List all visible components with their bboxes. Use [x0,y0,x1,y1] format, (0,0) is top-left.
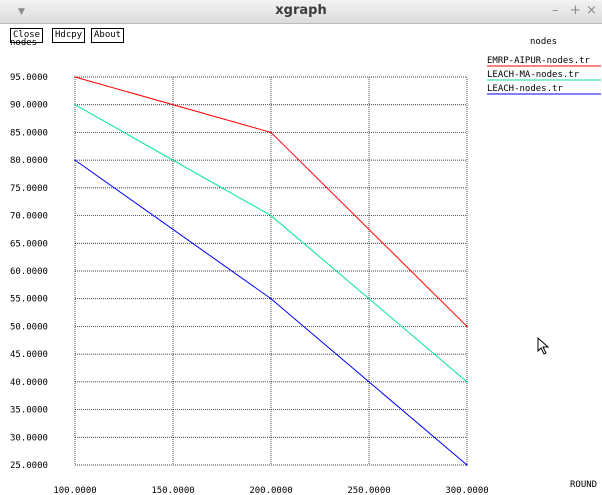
tick-labels: 95.0000 90.0000 85.0000 80.0000 75.0000 70.00… [10,73,489,495]
x-tick-label: 200.0000 [249,486,292,495]
y-tick-label: 45.0000 [10,350,48,360]
y-tick-label: 25.0000 [10,461,48,471]
y-axis-label: nodes [10,38,37,48]
y-tick-label: 60.0000 [10,267,48,277]
data-point [466,325,468,328]
window-titlebar: ▼ xgraph – + × [0,0,602,24]
grid-lines [74,76,468,466]
y-tick-label: 70.0000 [10,212,48,222]
y-tick-label: 85.0000 [10,128,48,138]
legend-label: LEACH-nodes.tr [487,84,563,94]
y-tick-label: 40.0000 [10,378,48,388]
data-point [466,464,468,466]
x-axis-label: ROUND [570,480,597,490]
data-point [270,297,272,300]
y-tick-label: 65.0000 [10,239,48,249]
data-point [74,159,76,161]
x-tick-label: 150.0000 [151,486,194,495]
down-triangle-icon[interactable]: ▼ [18,7,25,17]
legend-label: LEACH-MA-nodes.tr [487,70,580,80]
x-tick-label: 250.0000 [347,486,390,495]
series-lines [74,76,468,466]
maximize-icon[interactable]: + [570,3,581,18]
y-tick-label: 30.0000 [10,433,48,443]
data-point [466,381,468,383]
x-tick-label: 300.0000 [445,486,488,495]
minimize-icon[interactable]: – [552,3,559,18]
close-icon[interactable]: × [586,3,597,18]
y-tick-label: 95.0000 [10,73,48,83]
data-point [270,214,272,217]
close-button[interactable]: Close [10,28,44,43]
x-tick-label: 100.0000 [53,486,96,495]
y-tick-label: 75.0000 [10,184,48,194]
data-point [270,131,272,134]
legend: EMRP-AIPUR-nodes.tr LEACH-MA-nodes.tr LEAC… [487,56,601,95]
data-point [74,103,76,106]
mouse-pointer-icon [537,337,550,355]
chart-title: nodes [530,37,557,47]
window-title: xgraph [275,3,327,18]
y-tick-label: 35.0000 [10,406,48,416]
y-tick-label: 80.0000 [10,156,48,166]
hdcpy-button[interactable]: Hdcpy [52,28,86,43]
y-tick-label: 90.0000 [10,101,48,111]
data-point [74,76,76,78]
y-tick-label: 50.0000 [10,322,48,332]
y-tick-label: 55.0000 [10,295,48,305]
legend-label: EMRP-AIPUR-nodes.tr [487,56,591,66]
about-button[interactable]: About [91,28,125,43]
